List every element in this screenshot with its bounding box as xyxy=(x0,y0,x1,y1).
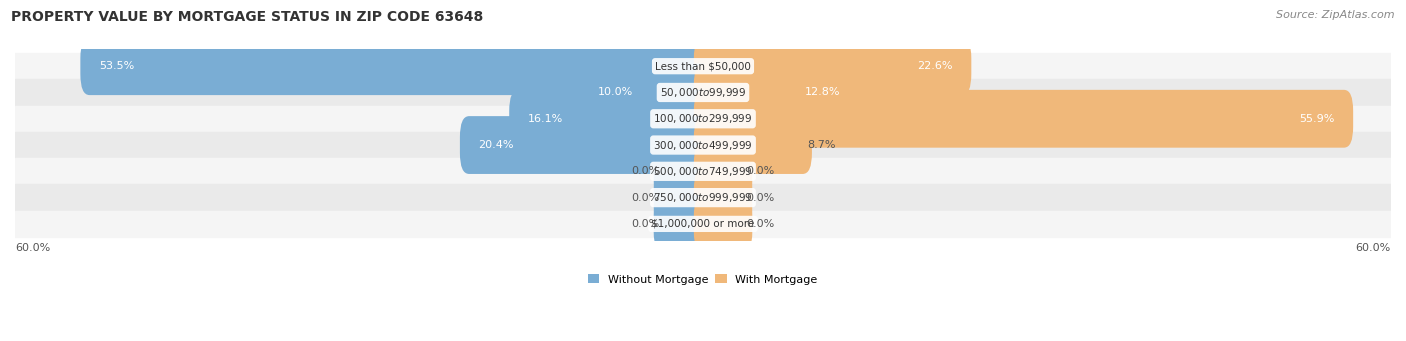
Text: 8.7%: 8.7% xyxy=(807,140,835,150)
Bar xyxy=(15,79,1391,106)
Bar xyxy=(15,184,1391,211)
Text: $500,000 to $749,999: $500,000 to $749,999 xyxy=(654,165,752,178)
FancyBboxPatch shape xyxy=(509,90,713,148)
Text: $750,000 to $999,999: $750,000 to $999,999 xyxy=(654,191,752,204)
Text: 53.5%: 53.5% xyxy=(98,61,134,71)
FancyBboxPatch shape xyxy=(460,116,713,174)
Text: 0.0%: 0.0% xyxy=(747,166,775,176)
Text: $1,000,000 or more: $1,000,000 or more xyxy=(651,219,755,229)
Legend: Without Mortgage, With Mortgage: Without Mortgage, With Mortgage xyxy=(583,270,823,289)
Text: 0.0%: 0.0% xyxy=(631,219,659,229)
Text: 10.0%: 10.0% xyxy=(598,88,633,98)
Text: Less than $50,000: Less than $50,000 xyxy=(655,61,751,71)
FancyBboxPatch shape xyxy=(693,195,752,253)
Bar xyxy=(15,106,1391,132)
Text: 16.1%: 16.1% xyxy=(527,114,562,124)
FancyBboxPatch shape xyxy=(693,143,752,200)
FancyBboxPatch shape xyxy=(654,169,713,226)
Text: 55.9%: 55.9% xyxy=(1299,114,1334,124)
Bar xyxy=(15,211,1391,237)
FancyBboxPatch shape xyxy=(693,116,811,174)
FancyBboxPatch shape xyxy=(80,37,713,95)
Text: 12.8%: 12.8% xyxy=(806,88,841,98)
Text: $300,000 to $499,999: $300,000 to $499,999 xyxy=(654,138,752,151)
Text: 60.0%: 60.0% xyxy=(1355,243,1391,253)
Text: 0.0%: 0.0% xyxy=(747,193,775,203)
FancyBboxPatch shape xyxy=(693,90,1353,148)
FancyBboxPatch shape xyxy=(693,63,859,121)
FancyBboxPatch shape xyxy=(579,63,713,121)
Bar xyxy=(15,132,1391,158)
Bar xyxy=(15,158,1391,184)
Text: 0.0%: 0.0% xyxy=(631,166,659,176)
Text: PROPERTY VALUE BY MORTGAGE STATUS IN ZIP CODE 63648: PROPERTY VALUE BY MORTGAGE STATUS IN ZIP… xyxy=(11,10,484,24)
FancyBboxPatch shape xyxy=(693,169,752,226)
FancyBboxPatch shape xyxy=(693,37,972,95)
Text: $100,000 to $299,999: $100,000 to $299,999 xyxy=(654,112,752,125)
Bar xyxy=(15,53,1391,79)
Text: Source: ZipAtlas.com: Source: ZipAtlas.com xyxy=(1277,10,1395,20)
Text: $50,000 to $99,999: $50,000 to $99,999 xyxy=(659,86,747,99)
FancyBboxPatch shape xyxy=(654,143,713,200)
Text: 0.0%: 0.0% xyxy=(747,219,775,229)
Text: 20.4%: 20.4% xyxy=(478,140,513,150)
Text: 22.6%: 22.6% xyxy=(918,61,953,71)
Text: 0.0%: 0.0% xyxy=(631,193,659,203)
FancyBboxPatch shape xyxy=(654,195,713,253)
Text: 60.0%: 60.0% xyxy=(15,243,51,253)
